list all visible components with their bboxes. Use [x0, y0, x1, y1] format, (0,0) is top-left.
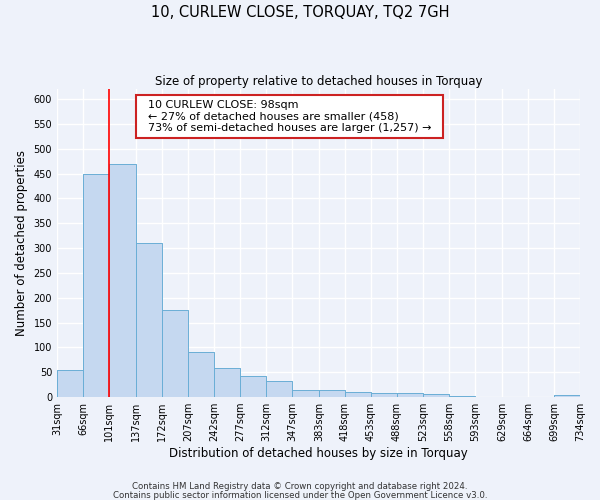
- Text: 10 CURLEW CLOSE: 98sqm  
  ← 27% of detached houses are smaller (458)  
  73% of: 10 CURLEW CLOSE: 98sqm ← 27% of detached…: [141, 100, 438, 133]
- Title: Size of property relative to detached houses in Torquay: Size of property relative to detached ho…: [155, 75, 482, 88]
- Y-axis label: Number of detached properties: Number of detached properties: [15, 150, 28, 336]
- Text: Contains public sector information licensed under the Open Government Licence v3: Contains public sector information licen…: [113, 490, 487, 500]
- Text: Contains HM Land Registry data © Crown copyright and database right 2024.: Contains HM Land Registry data © Crown c…: [132, 482, 468, 491]
- Text: 10, CURLEW CLOSE, TORQUAY, TQ2 7GH: 10, CURLEW CLOSE, TORQUAY, TQ2 7GH: [151, 5, 449, 20]
- X-axis label: Distribution of detached houses by size in Torquay: Distribution of detached houses by size …: [169, 447, 468, 460]
